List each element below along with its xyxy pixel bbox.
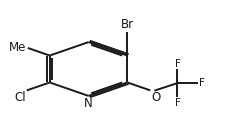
Text: F: F <box>198 78 204 88</box>
Text: F: F <box>174 98 180 108</box>
Text: O: O <box>151 91 160 104</box>
Text: N: N <box>84 97 93 110</box>
Text: F: F <box>174 59 180 69</box>
Text: Cl: Cl <box>14 91 26 104</box>
Text: Me: Me <box>8 41 26 54</box>
Text: Br: Br <box>120 18 133 31</box>
